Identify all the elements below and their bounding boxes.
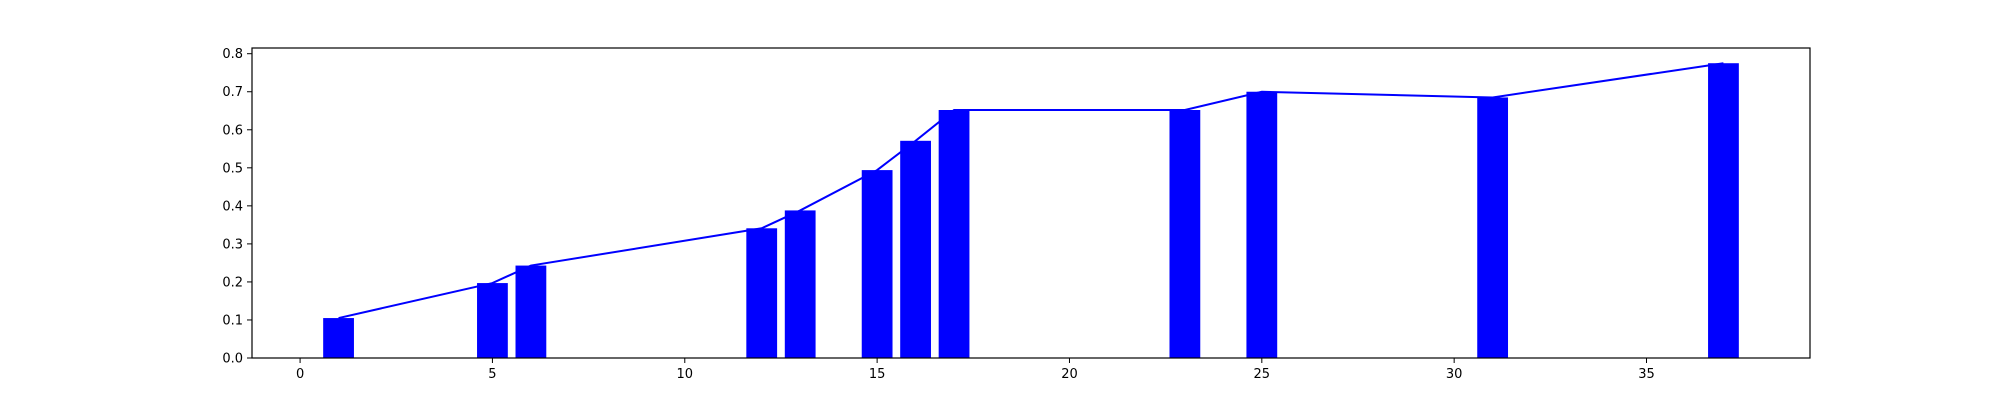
y-tick-label: 0.0 [222,352,243,367]
y-tick-label: 0.8 [222,47,243,62]
x-tick-label: 0 [296,367,304,382]
y-tick-label: 0.5 [222,161,243,176]
bars-layer [323,63,1739,359]
bar [323,318,354,358]
y-tick-label: 0.7 [222,85,243,100]
axes-layer [251,47,1811,359]
bar [746,228,778,358]
line-layer [338,62,1724,320]
x-tick-label: 35 [1638,367,1655,382]
x-tick-label: 20 [1061,367,1078,382]
bar [900,140,931,358]
bar [938,110,970,358]
bar [1477,97,1509,358]
x-tick-label: 10 [677,367,694,382]
x-tick-label: 30 [1446,367,1463,382]
bar [1708,63,1739,359]
y-tick-label: 0.6 [222,123,243,138]
x-tick-label: 15 [869,367,886,382]
bar [515,265,547,358]
plot-frame [251,47,1811,359]
y-tick-label: 0.4 [222,199,243,214]
bar [784,210,816,358]
ticks-layer: 0 5 10 15 20 25 30 35 0.0 0.1 0.2 0.3 0.4 0.5 0.6 0.7 0.… [222,47,1654,382]
bar [1246,91,1278,359]
bar [477,283,508,358]
series-line [338,62,1724,320]
y-tick-label: 0.2 [222,275,243,290]
x-tick-label: 5 [488,367,496,382]
y-tick-label: 0.3 [222,237,243,252]
y-tick-label: 0.1 [222,313,243,328]
bar [861,170,893,358]
x-tick-label: 25 [1254,367,1271,382]
bar [1169,110,1201,358]
